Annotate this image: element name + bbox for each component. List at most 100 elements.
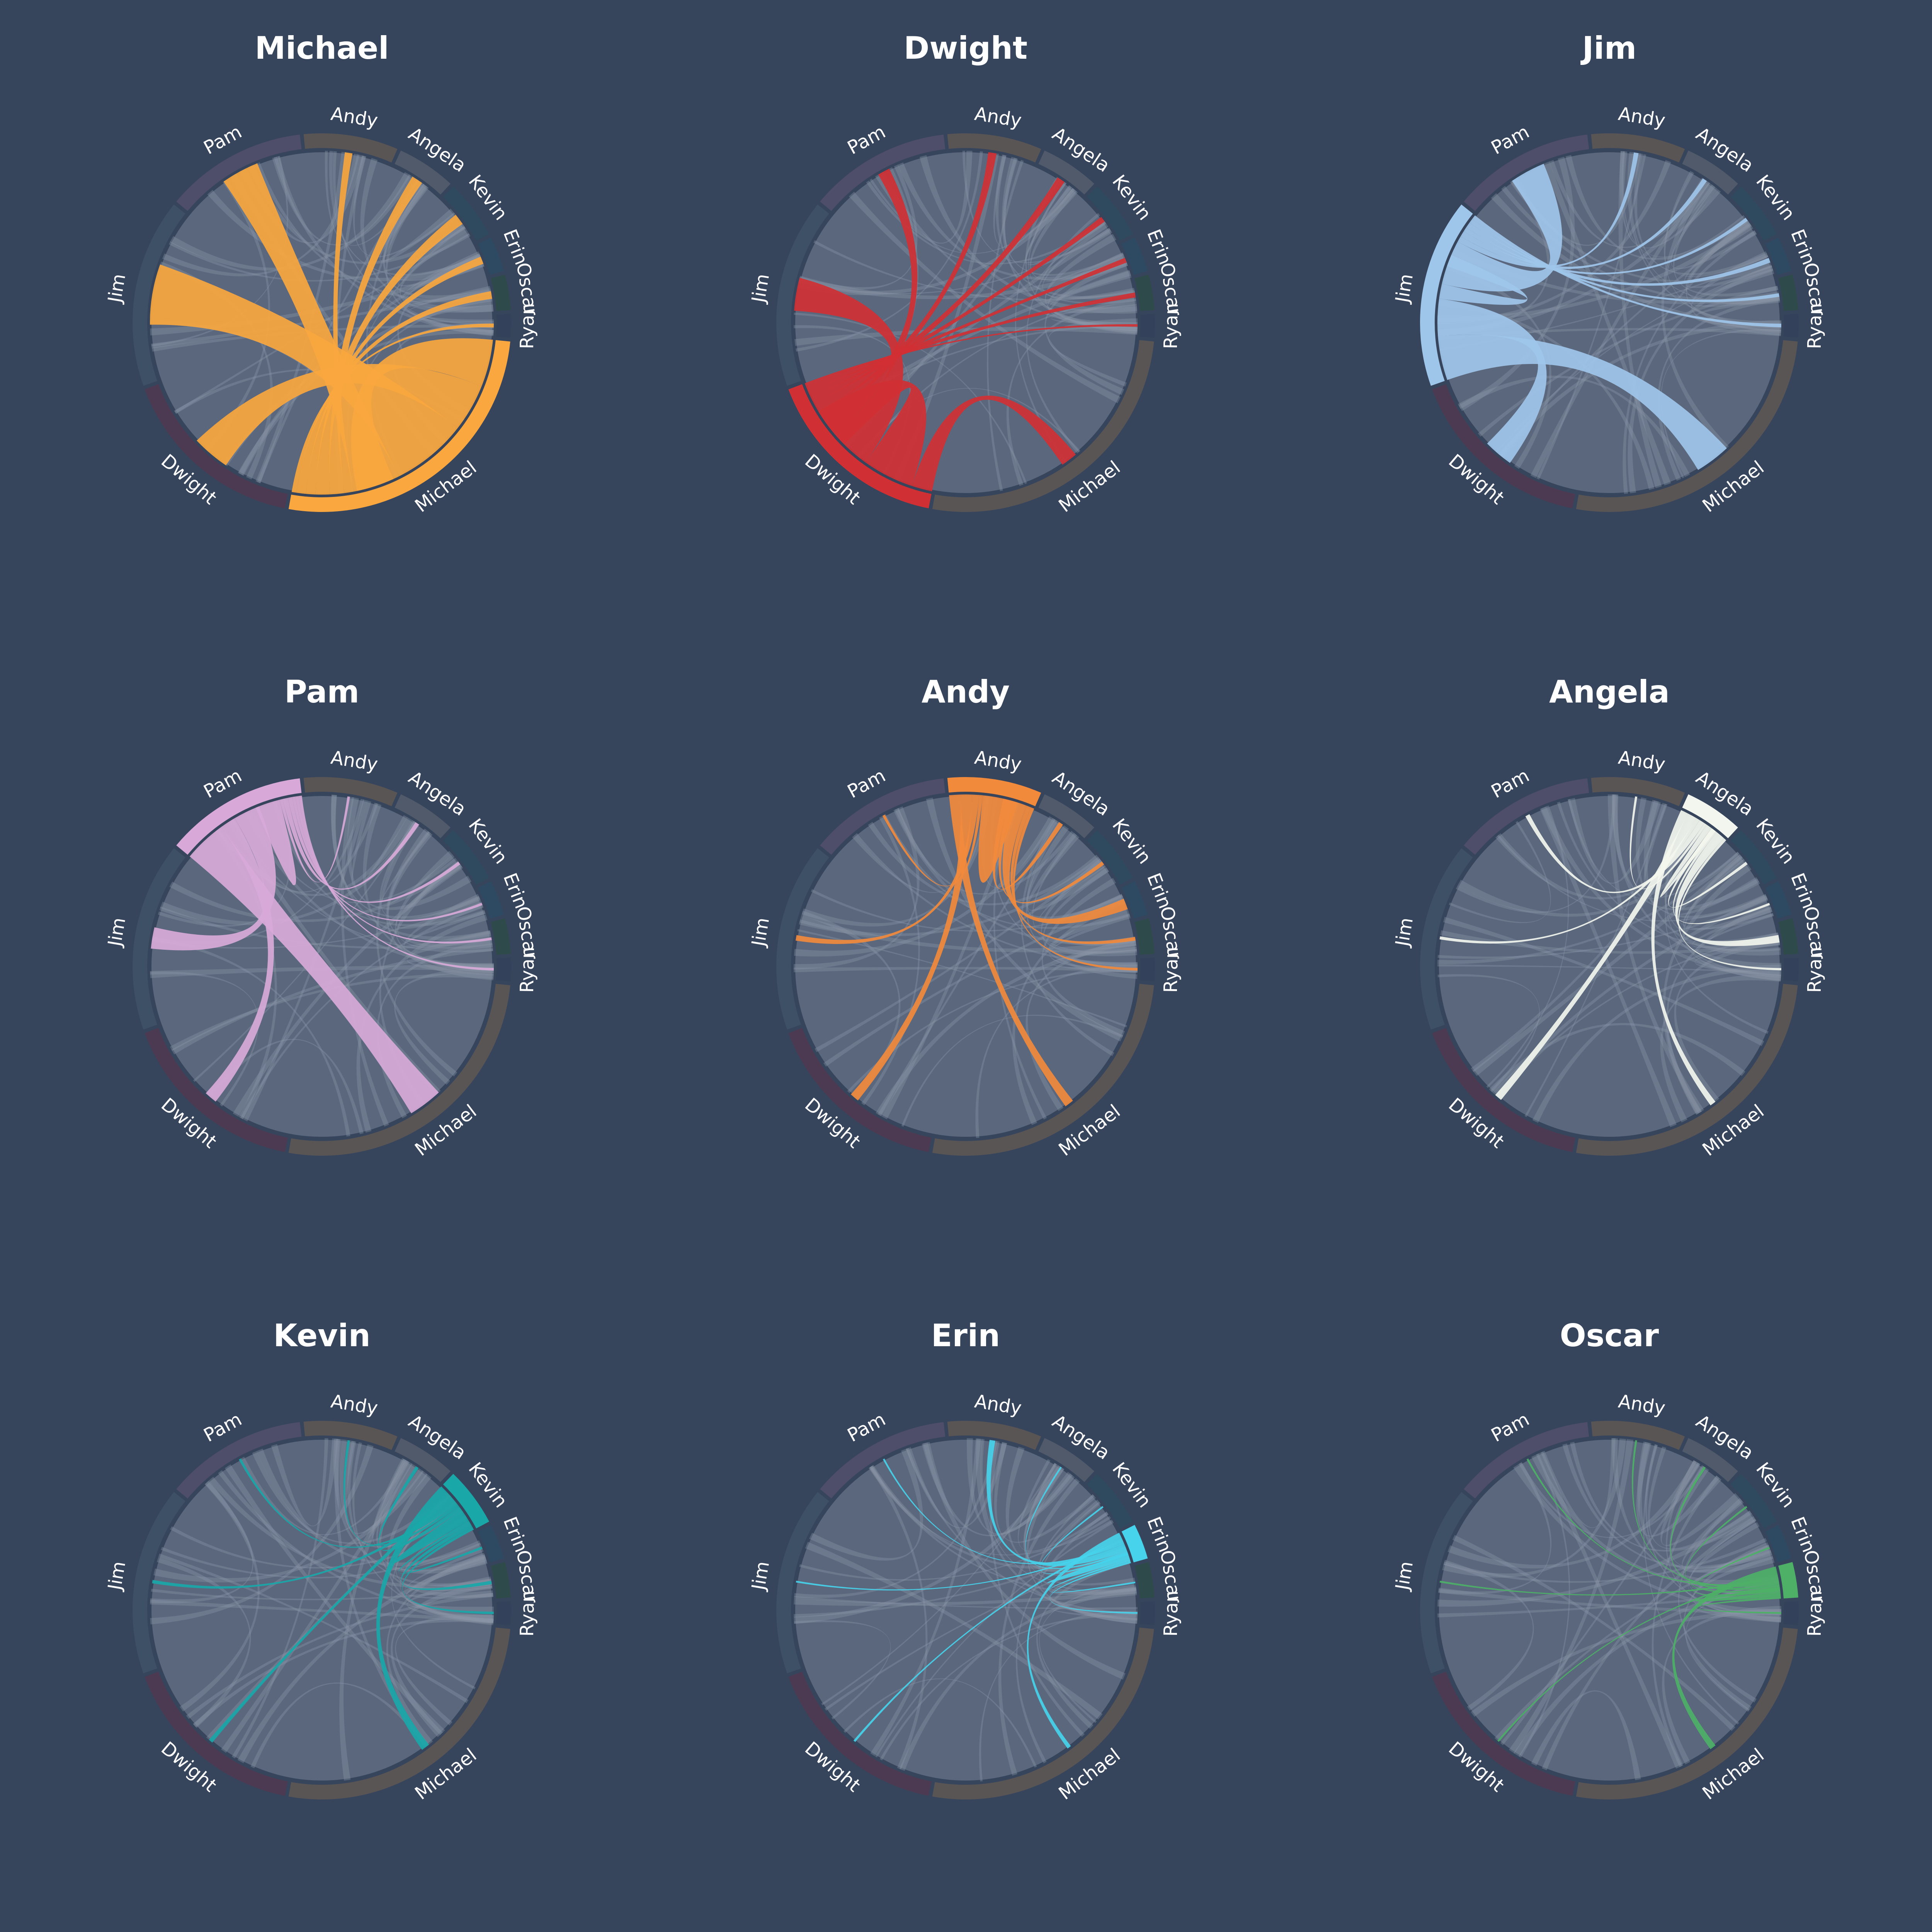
panel-title: Oscar	[1560, 1318, 1659, 1354]
segment-arc-erin	[1765, 1525, 1792, 1563]
background-ribbon-pam-ryan	[1513, 1464, 1781, 1616]
segment-arc-michael	[1576, 984, 1798, 1156]
segment-arc-andy	[1591, 777, 1685, 806]
segment-arc-andy	[303, 133, 398, 163]
segment-arc-erin	[1121, 1525, 1148, 1563]
segment-arc-erin	[1121, 237, 1148, 275]
background-ribbon-michael-pam	[1543, 162, 1671, 486]
segment-arc-jim	[776, 848, 829, 1030]
panel-title: Kevin	[273, 1318, 371, 1354]
highlight-ribbon-michael-dwight	[197, 364, 482, 466]
background-ribbon-michael-pam	[224, 1464, 445, 1735]
highlight-ribbon-erin-michael	[1027, 1532, 1122, 1749]
background-ribbon-dwight-jim	[1443, 1560, 1534, 1711]
highlight-ribbon-pam-pam	[255, 799, 296, 886]
panel-title: Michael	[255, 30, 389, 66]
background-ribbon-pam-ryan	[274, 156, 494, 337]
background-ribbon-michael-erin	[1044, 260, 1128, 395]
background-ribbon-dwight-angela	[1530, 177, 1707, 478]
background-ribbon-jim-angela	[797, 188, 1078, 296]
segment-arc-ryan	[496, 314, 511, 338]
highlight-ribbon-pam-dwight	[206, 818, 274, 1102]
background-ribbon-pam-erin	[1510, 179, 1772, 283]
highlight-ribbon-dwight-erin	[808, 258, 1127, 398]
segment-arc-angela	[1038, 150, 1094, 195]
chord-panel-dwight: Michael Dwight Jim Pam Andy Angela Kevin Erin Os…	[644, 0, 1287, 644]
segment-arc-ryan	[1139, 957, 1155, 982]
background-ribbon-jim-ryan	[1437, 964, 1781, 974]
segment-arc-dwight	[788, 1672, 932, 1796]
background-ribbon-angela-erin	[376, 1458, 486, 1572]
segment-arc-ryan	[1783, 314, 1799, 338]
background-ribbon-kevin-erin	[1039, 1499, 1130, 1576]
background-ribbon-jim-andy	[162, 153, 360, 277]
segment-label-ryan: Ryan	[516, 947, 539, 993]
highlight-ribbon-erin-erin	[1047, 1552, 1130, 1583]
segment-label-ryan: Ryan	[1160, 1590, 1182, 1637]
background-ribbon-michael-oscar	[1657, 296, 1780, 481]
background-ribbon-jim-ryan	[150, 964, 494, 978]
background-ribbon-michael-angela	[998, 1478, 1080, 1776]
segment-arc-erin	[1121, 881, 1148, 919]
chord-diagram: MichaelDwightJimPamAndyAngelaKevinErinOs…	[104, 103, 542, 517]
background-ribbon-michael-angela	[1015, 182, 1067, 463]
highlight-ribbon-dwight-jim	[794, 277, 903, 463]
background-ribbon-andy-angela	[1636, 1442, 1722, 1537]
segment-arc-erin	[1765, 881, 1792, 919]
segment-label-ryan: Ryan	[1160, 947, 1182, 993]
segment-label-andy: Andy	[329, 747, 379, 775]
background-ribbon-michael-erin	[1012, 898, 1126, 1125]
segment-arc-ryan	[1139, 314, 1155, 338]
segment-arc-jim	[133, 848, 185, 1030]
segment-arc-ryan	[1139, 1601, 1155, 1626]
segment-arc-pam	[1464, 1422, 1589, 1499]
segment-arc-dwight	[145, 1028, 288, 1152]
segment-arc-michael	[288, 984, 510, 1156]
background-ribbon-pam-ryan	[906, 1448, 1138, 1615]
segment-arc-pam	[1464, 134, 1589, 211]
background-ribbon-dwight-pam	[180, 1480, 260, 1712]
background-ribbon-kevin-erin	[1683, 859, 1773, 930]
background-ribbon-dwight-angela	[221, 1463, 417, 1753]
highlight-ribbon-kevin-michael	[376, 1486, 449, 1750]
background-ribbon-pam-erin	[1562, 1443, 1772, 1569]
background-ribbon-angela-kevin	[1027, 833, 1109, 911]
background-ribbon-jim-erin	[150, 260, 485, 336]
chord-disc	[1436, 793, 1783, 1140]
chord-diagram: MichaelDwightJimPamAndyAngelaKevinErinOs…	[1391, 1390, 1830, 1804]
highlight-ribbon-kevin-pam	[238, 1458, 457, 1548]
segment-label-andy: Andy	[1617, 747, 1667, 775]
background-ribbon-andy-angela	[981, 795, 1057, 888]
segment-label-jim: Jim	[1391, 272, 1417, 305]
segment-arc-oscar	[491, 918, 511, 955]
highlight-ribbon-erin-andy	[986, 1440, 1127, 1566]
background-ribbon-michael-jim	[1438, 300, 1655, 490]
background-ribbon-erin-oscar	[1049, 908, 1137, 954]
highlight-ribbon-oscar-oscar	[1695, 1587, 1781, 1602]
panel-title: Jim	[1582, 30, 1637, 66]
segment-arc-kevin	[1087, 1474, 1133, 1529]
highlight-ribbon-michael-angela	[329, 176, 422, 495]
background-ribbon-pam-oscar	[209, 1477, 492, 1589]
segment-arc-dwight	[788, 384, 932, 509]
background-ribbon-erin-oscar	[405, 910, 491, 946]
segment-label-ryan: Ryan	[1804, 1590, 1826, 1637]
background-ribbon-andy-kevin	[994, 1442, 1096, 1543]
chord-disc	[148, 1437, 495, 1784]
background-ribbon-dwight-ryan	[847, 969, 1138, 1093]
background-ribbon-michael-dwight	[1489, 1023, 1746, 1094]
background-ribbon-pam-angela	[241, 1457, 409, 1535]
background-ribbon-erin-oscar	[1692, 269, 1780, 307]
segment-label-ryan: Ryan	[516, 1590, 539, 1637]
segment-arc-angela	[395, 794, 451, 838]
background-ribbon-pam-angela	[869, 179, 1075, 254]
segment-label-ryan: Ryan	[1804, 303, 1826, 349]
background-ribbon-oscar-ryan	[1695, 1585, 1781, 1623]
chord-panel-jim: Michael Dwight Jim Pam Andy Angela Kevin Erin Os…	[1287, 0, 1931, 644]
background-ribbon-jim-angela	[153, 1470, 428, 1583]
background-ribbon-andy-angela	[993, 155, 1072, 248]
segment-arc-andy	[1591, 1421, 1685, 1450]
segment-arc-angela	[1038, 794, 1094, 838]
segment-label-ryan: Ryan	[1160, 303, 1182, 349]
